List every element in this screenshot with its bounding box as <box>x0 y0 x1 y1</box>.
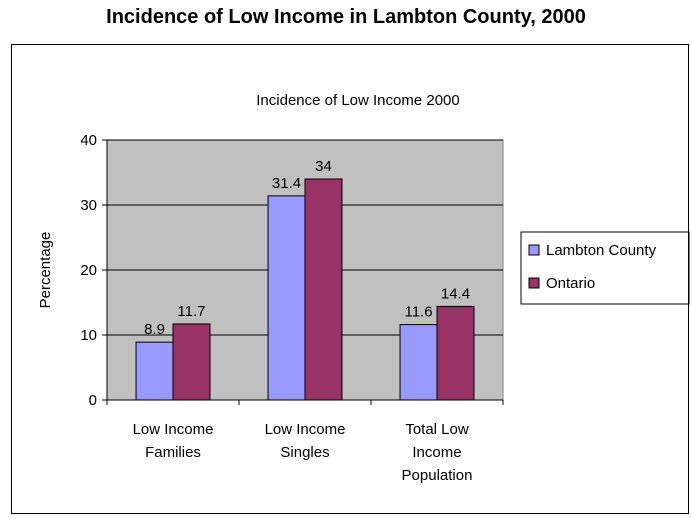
x-tick-label: Income <box>412 444 461 461</box>
y-tick-label: 20 <box>80 262 97 279</box>
data-labels: 8.9 11.7 31.4 34 11.6 14.4 <box>144 158 470 338</box>
bar-ontario <box>304 178 343 401</box>
bar-ontario <box>436 305 475 401</box>
legend-entry: Lambton County <box>546 242 657 259</box>
bar-lambton-county <box>399 324 438 401</box>
bar-ontario <box>172 323 211 401</box>
bar-lambton-county <box>267 195 306 401</box>
legend-swatch <box>528 244 540 256</box>
y-tick-label: 0 <box>89 392 97 409</box>
y-tick-label: 40 <box>80 132 97 149</box>
y-tick-label: 30 <box>80 197 97 214</box>
x-axis-ticks: Low Income Families Low Income Singles Total… <box>106 400 504 484</box>
chart-title: Incidence of Low Income 2000 <box>256 92 459 109</box>
data-label: 34 <box>315 158 332 175</box>
legend-swatch <box>528 277 540 289</box>
legend: Lambton County Ontario <box>520 231 690 305</box>
y-axis-ticks: 0 10 20 30 40 <box>80 132 107 409</box>
data-label: 31.4 <box>272 175 301 192</box>
y-axis-label: Percentage <box>37 232 54 309</box>
data-label: 8.9 <box>144 321 165 338</box>
page-title: Incidence of Low Income in Lambton Count… <box>106 6 586 28</box>
data-label: 11.7 <box>177 303 205 320</box>
data-label: 11.6 <box>404 304 432 321</box>
x-tick-label: Population <box>402 467 473 484</box>
legend-box <box>520 231 690 305</box>
x-tick-label: Families <box>145 444 201 461</box>
y-tick-label: 10 <box>80 327 97 344</box>
x-tick-label: Low Income <box>133 421 214 438</box>
x-tick-label: Singles <box>280 444 329 461</box>
x-tick-label: Low Income <box>265 421 346 438</box>
bar-lambton-county <box>135 341 174 401</box>
data-label: 14.4 <box>441 285 470 302</box>
x-tick-label: Total Low <box>405 421 469 438</box>
legend-entry: Ontario <box>546 275 595 292</box>
